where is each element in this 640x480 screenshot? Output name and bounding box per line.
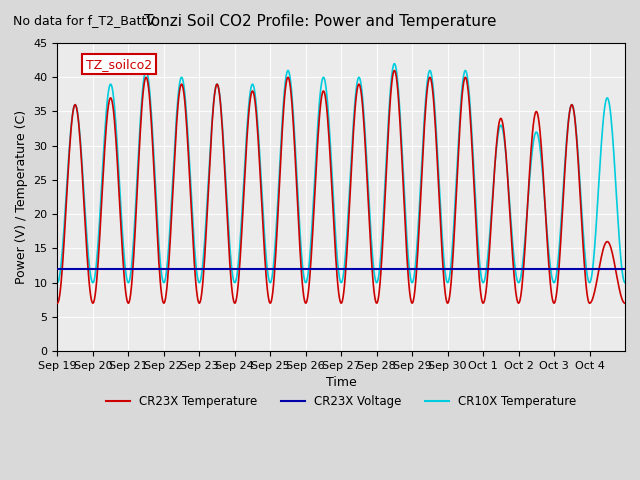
Y-axis label: Power (V) / Temperature (C): Power (V) / Temperature (C) <box>15 110 28 284</box>
Legend: CR23X Temperature, CR23X Voltage, CR10X Temperature: CR23X Temperature, CR23X Voltage, CR10X … <box>101 391 581 413</box>
Text: No data for f_T2_BattV: No data for f_T2_BattV <box>13 14 155 27</box>
Text: TZ_soilco2: TZ_soilco2 <box>86 58 152 71</box>
X-axis label: Time: Time <box>326 376 356 389</box>
Text: Tonzi Soil CO2 Profile: Power and Temperature: Tonzi Soil CO2 Profile: Power and Temper… <box>144 14 496 29</box>
